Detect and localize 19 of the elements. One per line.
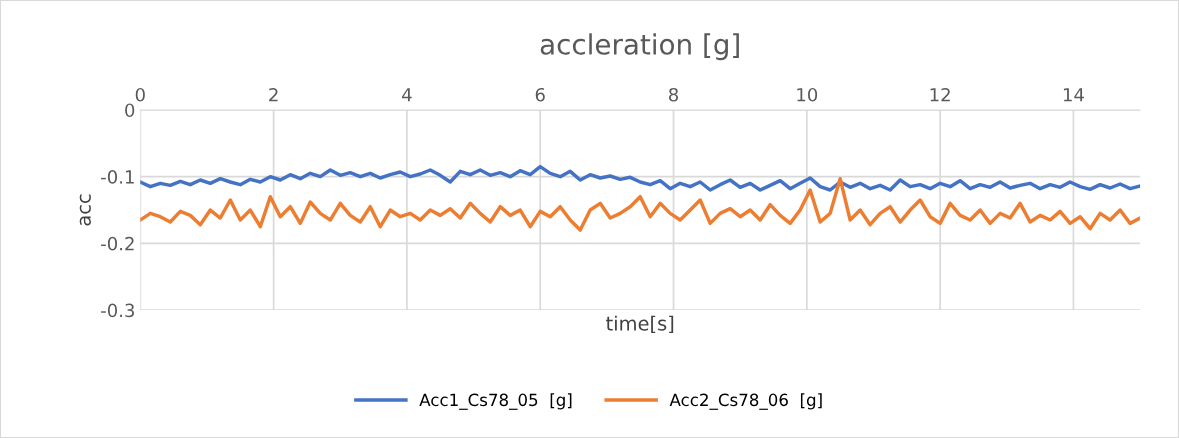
y-tick-label: -0.1 xyxy=(101,170,134,184)
y-tick-label: -0.3 xyxy=(101,303,134,318)
chart-title: accleration [g] xyxy=(540,33,739,61)
legend-label: Acc1_Cs78_05 [g] xyxy=(419,393,572,410)
x-axis-title: time[s] xyxy=(606,315,674,333)
y-axis-title: acc xyxy=(79,194,91,226)
y-tick-label: -0.2 xyxy=(101,236,134,251)
legend-label: Acc2_Cs78_06 [g] xyxy=(669,393,822,410)
line-series xyxy=(140,164,1141,192)
x-tick-label: 14 xyxy=(1063,88,1084,102)
x-tick-label: 12 xyxy=(930,87,950,102)
x-tick-label: 6 xyxy=(535,87,545,102)
x-tick-label: 10 xyxy=(797,87,818,102)
x-tick-label: 2 xyxy=(269,87,278,102)
x-tick-label: 0 xyxy=(135,87,145,102)
x-tick-label: 8 xyxy=(669,87,679,102)
y-tick-label: 0 xyxy=(125,103,135,118)
line-series xyxy=(140,176,1141,232)
x-tick-label: 4 xyxy=(402,88,412,102)
